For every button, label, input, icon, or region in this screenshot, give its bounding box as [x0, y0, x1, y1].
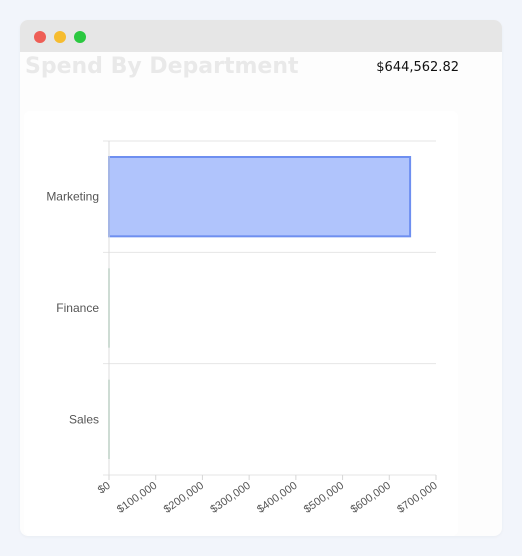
- x-tick-label: $600,000: [349, 480, 393, 516]
- bar-marketing: [108, 156, 412, 238]
- x-tick-label: $500,000: [302, 480, 346, 516]
- category-label: Marketing: [46, 190, 99, 204]
- window-titlebar: [20, 20, 502, 52]
- category-label: Finance: [56, 301, 99, 315]
- close-window-button[interactable]: [34, 31, 46, 43]
- x-tick-label: $700,000: [395, 480, 439, 516]
- x-tick-label: $400,000: [255, 480, 299, 516]
- category-label: Sales: [69, 412, 99, 426]
- page-title: Spend By Department: [25, 54, 299, 79]
- minimize-window-button[interactable]: [54, 31, 66, 43]
- x-tick-label: $300,000: [208, 480, 252, 516]
- x-tick-label: $0: [96, 480, 113, 497]
- total-spend: $644,562.82: [376, 60, 459, 75]
- app-window: Spend By Department $644,562.82: [20, 20, 502, 536]
- maximize-window-button[interactable]: [74, 31, 86, 43]
- x-tick-label: $100,000: [115, 480, 159, 516]
- x-tick-label: $200,000: [162, 480, 206, 516]
